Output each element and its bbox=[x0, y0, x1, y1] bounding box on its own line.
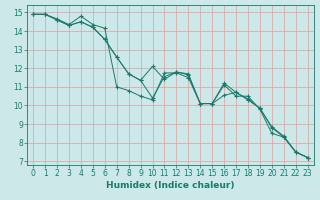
X-axis label: Humidex (Indice chaleur): Humidex (Indice chaleur) bbox=[106, 181, 235, 190]
